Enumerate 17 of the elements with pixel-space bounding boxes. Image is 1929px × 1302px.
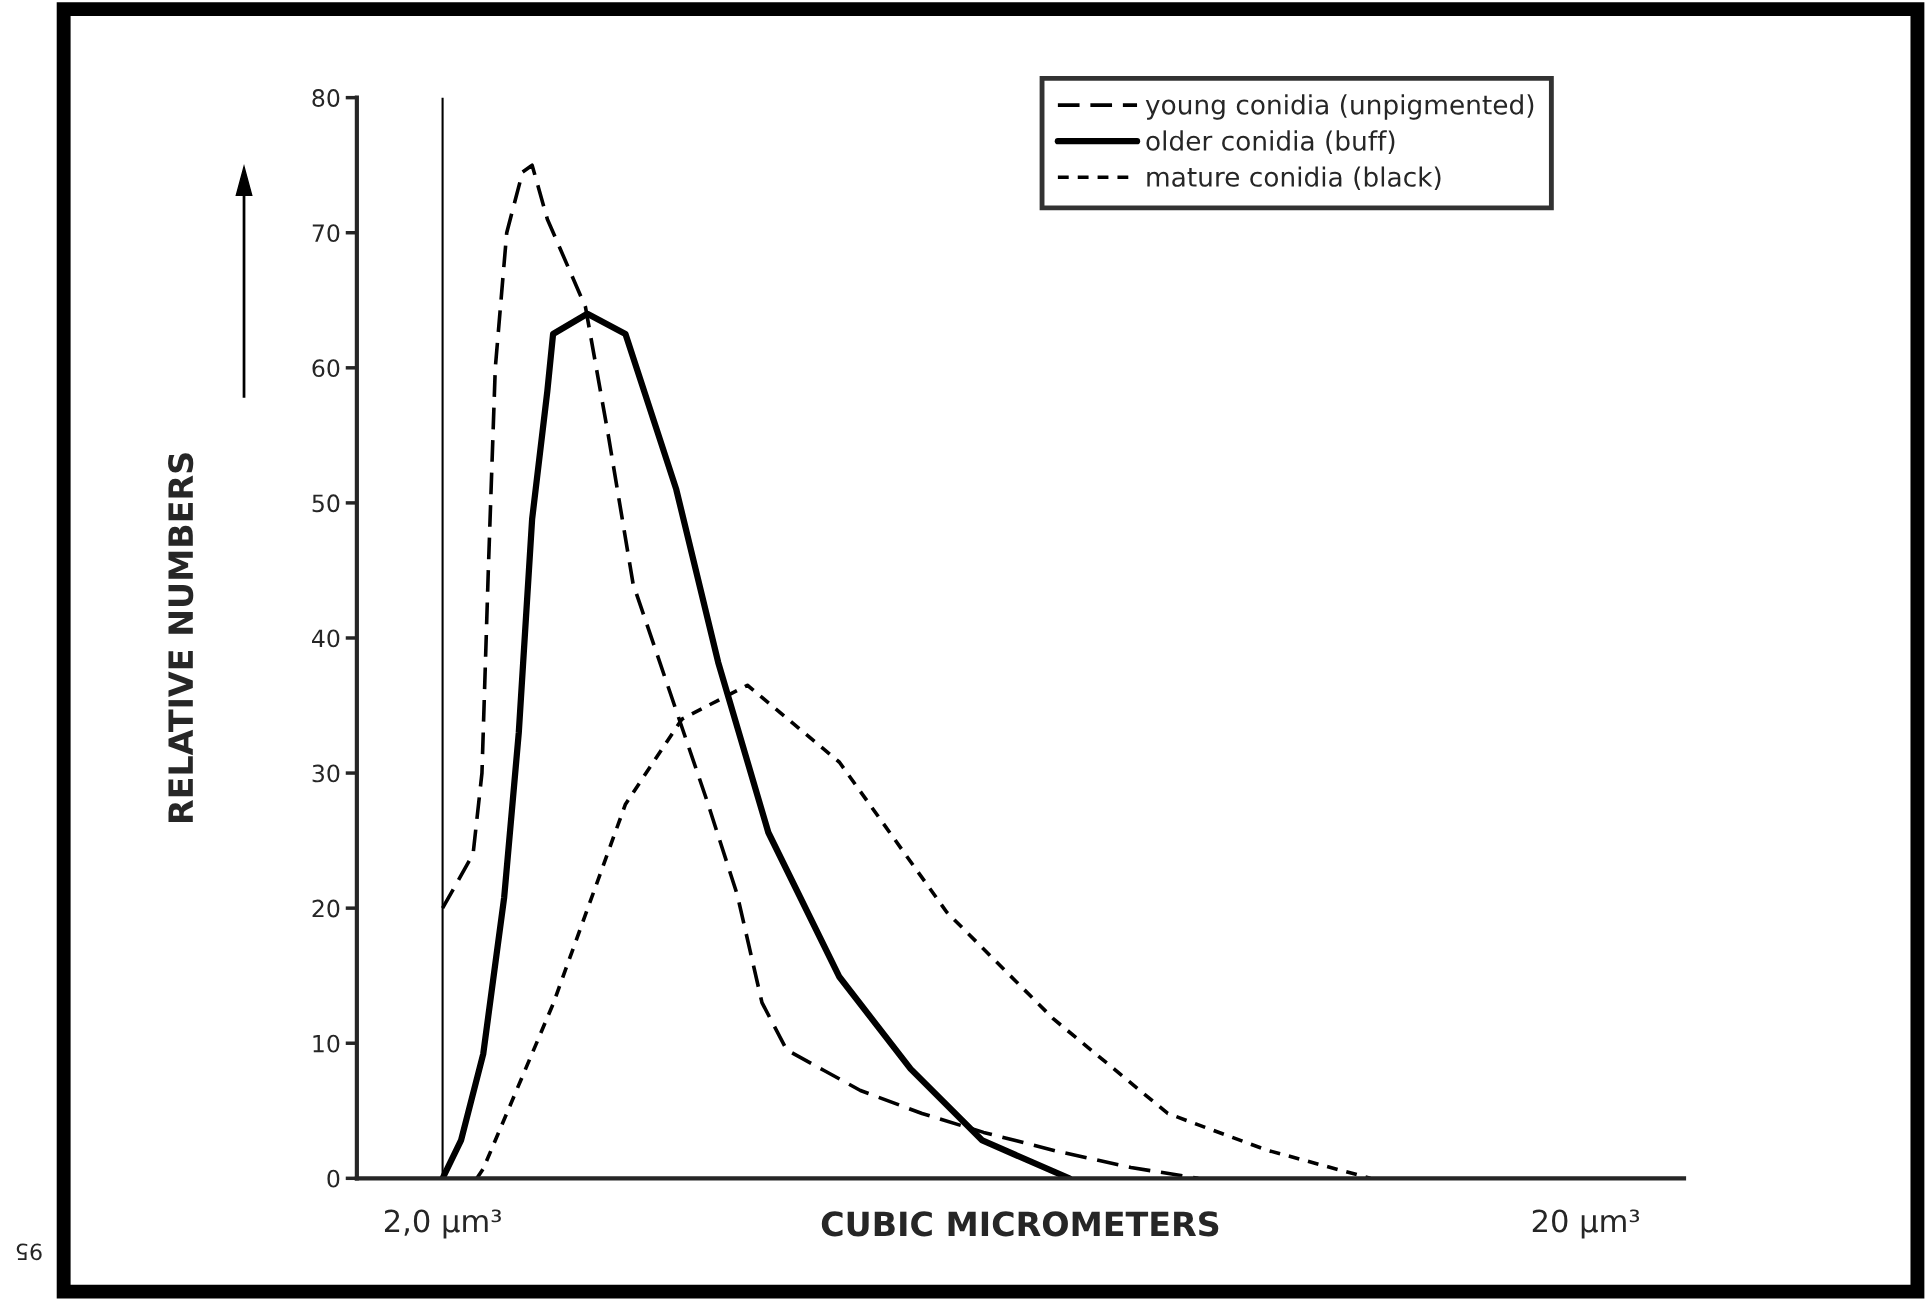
y-tick-label: 70 xyxy=(312,224,340,243)
y-axis-title: RELATIVE NUMBERS xyxy=(168,453,194,823)
legend-label: mature conidia (black) xyxy=(1147,166,1441,190)
y-tick-label: 80 xyxy=(312,89,340,107)
y-tick-label: 20 xyxy=(312,899,340,918)
x-tick-label: 2,0 µm³ xyxy=(384,1209,501,1239)
text: 95 xyxy=(16,1243,42,1261)
y-tick-label: 30 xyxy=(312,764,340,783)
x-axis-title: CUBIC MICROMETERS xyxy=(821,1211,1219,1237)
y-tick-label: 10 xyxy=(313,1034,340,1053)
legend-label: older conidia (buff) xyxy=(1146,130,1395,154)
y-tick-label: 50 xyxy=(312,494,340,513)
x-tick-label: 20 µm³ xyxy=(1532,1209,1640,1239)
y-tick-label: 60 xyxy=(312,359,340,378)
y-tick-label: 40 xyxy=(312,629,340,648)
legend-label: young conidia (unpigmented) xyxy=(1145,94,1534,120)
y-tick-label: 0 xyxy=(327,1169,340,1188)
